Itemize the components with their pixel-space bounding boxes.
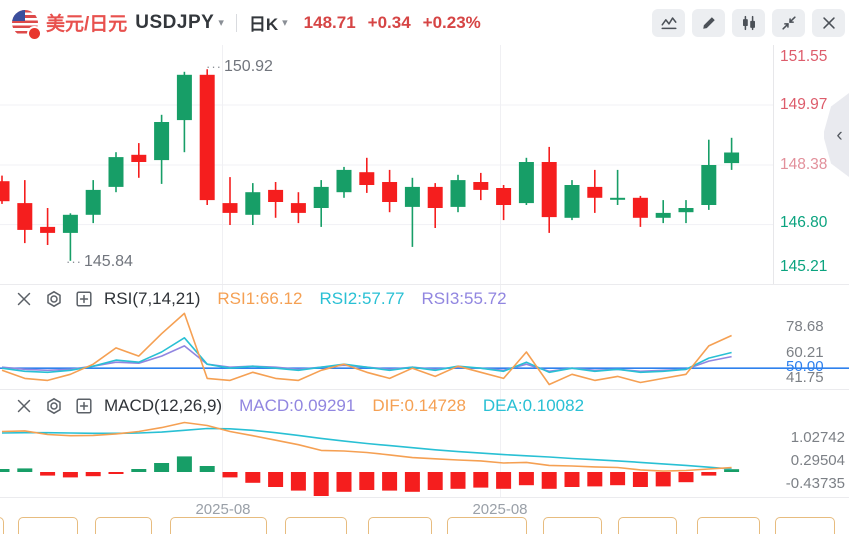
gear-icon [46,290,61,308]
macd-add-button[interactable] [73,396,94,417]
period-button[interactable] [543,517,602,534]
chevron-left-icon: ‹ [836,124,843,146]
price-change-percent: +0.23% [422,12,481,32]
price-axis-label: 145.21 [780,258,828,275]
jp-flag-icon [29,27,40,39]
dif-legend: DIF:0.14728 [372,396,466,415]
last-price: 148.71 [303,12,356,32]
panel-separator [0,284,849,285]
draw-button[interactable] [692,8,725,37]
period-button[interactable] [285,517,347,534]
macd-settings-button[interactable] [43,396,64,417]
price-axis-label: 148.38 [780,156,828,173]
rsi-chart[interactable] [0,308,849,388]
panel-collapse-handle[interactable]: ‹ [824,93,849,177]
period-button[interactable] [170,517,267,534]
pair-name: 美元/日元 [46,14,128,35]
period-button[interactable] [0,517,4,534]
close-icon [17,399,30,413]
plus-square-icon [75,291,92,307]
rsi-axis-label: 78.68 [786,318,824,335]
currency-pair-icon [12,9,40,39]
vertical-gridline [500,45,501,497]
rsi-axis-label: 60.21 [786,344,824,361]
plus-square-icon [75,398,92,414]
rsi-header: RSI(7,14,21) RSI1:66.12 RSI2:57.77 RSI3:… [13,286,507,312]
price-axis-label: 146.80 [780,214,828,231]
high-price-annotation: ··· 150.92 [206,58,273,75]
vertical-gridline [222,45,223,497]
macd-title: MACD(12,26,9) [104,396,223,415]
panel-separator [0,389,849,390]
rsi-axis-label: 50.00 [786,358,824,375]
time-axis-label: 2025-08 [472,501,528,518]
line-chart-icon [660,16,677,29]
macd-axis-label: 0.29504 [790,452,845,469]
price-axis-label: 149.97 [780,96,828,113]
collapse-arrows-icon [781,15,796,30]
close-icon [822,16,835,29]
candlestick-view-button[interactable] [732,8,765,37]
period-button[interactable] [368,517,432,534]
candlestick-icon [742,15,755,30]
dea-legend: DEA:0.10082 [482,396,585,415]
rsi2-legend: RSI2:57.77 [319,289,405,308]
period-button[interactable] [447,517,527,534]
us-flag-icon [12,9,38,36]
rsi-title: RSI(7,14,21) [104,289,201,308]
price-axis-border [773,45,774,284]
period-button[interactable] [18,517,78,534]
macd-axis-label: -0.43735 [785,475,845,492]
period-selector[interactable]: 日K [248,15,279,34]
rsi1-legend: RSI1:66.12 [217,289,303,308]
symbol-label[interactable]: USDJPY [135,11,215,33]
header-divider [235,13,237,32]
symbol-caret-icon[interactable]: ▾ [218,17,224,29]
macd-header: MACD(12,26,9) MACD:0.09291 DIF:0.14728 D… [13,393,584,419]
rsi-add-button[interactable] [73,289,94,310]
chart-toolbar [652,8,845,37]
period-button[interactable] [618,517,677,534]
macd-legend: MACD:0.09291 [239,396,356,415]
low-price-annotation: ··· 145.84 [66,253,133,270]
close-chart-button[interactable] [812,8,845,37]
gear-icon [46,397,61,415]
macd-axis-label: 1.02742 [790,429,845,446]
rsi-axis-label: 41.75 [786,369,824,386]
line-chart-button[interactable] [652,8,685,37]
macd-chart[interactable] [0,413,849,497]
rsi-settings-button[interactable] [43,289,64,310]
annotation-dots: ··· [66,254,82,269]
period-button[interactable] [775,517,835,534]
collapse-chart-button[interactable] [772,8,805,37]
macd-close-button[interactable] [13,396,34,417]
period-button[interactable] [697,517,760,534]
close-icon [17,292,30,306]
candlestick-chart[interactable] [0,45,773,284]
time-axis-label: 2025-08 [195,501,251,518]
rsi3-legend: RSI3:55.72 [421,289,507,308]
panel-separator [0,497,849,498]
period-button[interactable] [95,517,152,534]
annotation-dots: ··· [206,59,222,74]
rsi-close-button[interactable] [13,289,34,310]
price-axis-label: 151.55 [780,48,828,65]
period-caret-icon[interactable]: ▾ [282,17,288,29]
pencil-icon [702,16,715,29]
price-change: +0.34 [367,12,411,32]
chart-header: 美元/日元 USDJPY ▾ 日K ▾ 148.71 +0.34 +0.23% [0,0,849,45]
